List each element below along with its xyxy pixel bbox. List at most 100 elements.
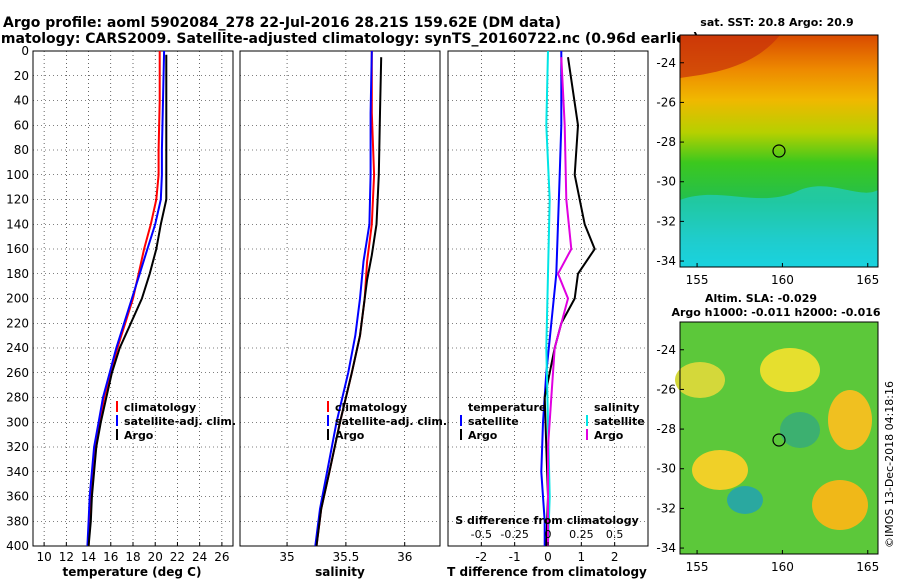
map-y-tick-label: -34 — [656, 541, 676, 555]
sla-map-title-line2: Argo h1000: -0.011 h2000: -0.016 — [671, 306, 880, 319]
salinity-legend: climatology satellite-adj. clim. Argo — [327, 401, 447, 442]
s-diff-tick-label: 0.25 — [569, 528, 594, 541]
sla-blob — [828, 390, 872, 450]
x-tick-label: -2 — [475, 550, 487, 564]
difference-panel: -2 -1 0 1 2 -0.5 -0.25 0 0.25 0.5 T difference fr… — [447, 50, 649, 579]
s-diff-tick-label: 0 — [545, 528, 552, 541]
depth-tick-label: 200 — [6, 292, 29, 306]
map-y-tick-label: -24 — [656, 343, 676, 357]
depth-tick-label: 120 — [6, 193, 29, 207]
x-tick-label: -1 — [509, 550, 521, 564]
map-x-tick-label: 160 — [771, 560, 794, 574]
x-tick-label: 35 — [279, 550, 294, 564]
depth-tick-label: 160 — [6, 242, 29, 256]
map-y-tick-label: -34 — [656, 254, 676, 268]
series-line-satellite-adj-clim- — [314, 50, 373, 547]
map-x-tick-label: 155 — [686, 273, 709, 287]
sst-map: sat. SST: 20.8 Argo: 20.9 155 160 165 -24 -2… — [656, 16, 879, 287]
x-tick-label: 24 — [192, 550, 207, 564]
sla-blob — [760, 348, 820, 392]
sla-blob — [812, 480, 868, 530]
depth-tick-label: 240 — [6, 341, 29, 355]
map-x-tick-label: 165 — [856, 560, 879, 574]
series-line-climatology — [87, 51, 161, 547]
sst-warm-patch — [680, 35, 780, 78]
map-y-tick-label: -30 — [656, 462, 676, 476]
legend-label-t-argo: Argo — [468, 429, 498, 442]
temperature-panel: 0 20 40 60 80 100 120 140 160 180 200 220 240 260 280 3… — [6, 44, 236, 579]
sla-blob — [692, 450, 748, 490]
x-tick-label: 22 — [170, 550, 185, 564]
x-tick-label: 35.5 — [333, 550, 360, 564]
s-diff-tick-label: -0.5 — [471, 528, 492, 541]
s-difference-axis-label: S difference from climatology — [455, 514, 639, 527]
map-x-tick-label: 165 — [856, 273, 879, 287]
legend-title-temperature: temperature — [468, 401, 546, 414]
depth-tick-label: 320 — [6, 440, 29, 454]
difference-legend: temperature satellite Argo salinity sate… — [460, 401, 645, 442]
x-tick-label: 1 — [578, 550, 586, 564]
legend-label-satellite: satellite-adj. clim. — [335, 415, 447, 428]
sla-blob — [780, 412, 820, 448]
legend-title-salinity: salinity — [594, 401, 640, 414]
legend-label-climatology: climatology — [335, 401, 407, 414]
series-line-t-argo — [543, 57, 596, 547]
s-diff-tick-label: 0.5 — [606, 528, 624, 541]
x-tick-label: 10 — [36, 550, 51, 564]
sst-map-frame — [679, 34, 879, 268]
x-tick-label: 18 — [125, 550, 140, 564]
depth-tick-label: 60 — [14, 118, 29, 132]
difference-axis-label: T difference from climatology — [447, 565, 647, 579]
series-line-t-satellite — [540, 51, 563, 546]
legend-label-s-argo: Argo — [594, 429, 624, 442]
sst-cool-patch — [680, 186, 878, 267]
series-line-satellite-adj-clim- — [86, 50, 166, 547]
depth-tick-label: 360 — [6, 490, 29, 504]
sla-blob — [727, 486, 763, 514]
x-tick-label: 36 — [397, 550, 412, 564]
x-tick-label: 14 — [81, 550, 96, 564]
x-tick-label: 26 — [214, 550, 229, 564]
map-y-tick-label: -24 — [656, 56, 676, 70]
depth-tick-label: 340 — [6, 465, 29, 479]
map-y-tick-label: -26 — [656, 95, 676, 109]
temperature-legend: climatology satellite-adj. clim. Argo — [116, 401, 236, 442]
imos-credit: ©IMOS 13-Dec-2018 04:18:16 — [883, 381, 896, 548]
depth-tick-label: 380 — [6, 514, 29, 528]
x-tick-label: 16 — [103, 550, 118, 564]
map-y-tick-label: -28 — [656, 135, 676, 149]
legend-label-argo: Argo — [335, 429, 365, 442]
depth-tick-label: 280 — [6, 391, 29, 405]
depth-tick-label: 20 — [14, 69, 29, 83]
depth-tick-label: 400 — [6, 539, 29, 553]
depth-tick-label: 220 — [6, 316, 29, 330]
legend-label-t-satellite: satellite — [468, 415, 519, 428]
series-line-argo — [87, 54, 168, 547]
legend-label-argo: Argo — [124, 429, 154, 442]
x-tick-label: 12 — [59, 550, 74, 564]
temperature-axis-label: temperature (deg C) — [63, 565, 202, 579]
sla-blob — [675, 362, 725, 398]
x-tick-label: 2 — [611, 550, 619, 564]
salinity-panel: 35 35.5 36 salinity climatology satellite-… — [239, 50, 447, 579]
map-y-tick-label: -28 — [656, 422, 676, 436]
sla-map: Altim. SLA: -0.029 Argo h1000: -0.011 h2… — [656, 292, 880, 574]
map-x-tick-label: 155 — [686, 560, 709, 574]
series-line-s-satellite — [545, 50, 551, 547]
map-x-tick-label: 160 — [771, 273, 794, 287]
depth-tick-label: 40 — [14, 94, 29, 108]
map-y-tick-label: -32 — [656, 501, 676, 515]
depth-tick-label: 300 — [6, 415, 29, 429]
salinity-axis-label: salinity — [315, 565, 365, 579]
depth-tick-label: 80 — [14, 143, 29, 157]
map-y-tick-label: -26 — [656, 382, 676, 396]
legend-label-s-satellite: satellite — [594, 415, 645, 428]
depth-tick-label: 140 — [6, 217, 29, 231]
argo-position-marker-sla — [772, 433, 786, 447]
s-diff-tick-label: -0.25 — [500, 528, 528, 541]
x-tick-label: 0 — [544, 550, 552, 564]
sst-map-title: sat. SST: 20.8 Argo: 20.9 — [700, 16, 853, 29]
depth-tick-label: 260 — [6, 366, 29, 380]
sla-map-frame — [679, 321, 879, 555]
